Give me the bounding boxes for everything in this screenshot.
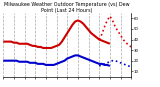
Title: Milwaukee Weather Outdoor Temperature (vs) Dew Point (Last 24 Hours): Milwaukee Weather Outdoor Temperature (v… [4,2,130,13]
